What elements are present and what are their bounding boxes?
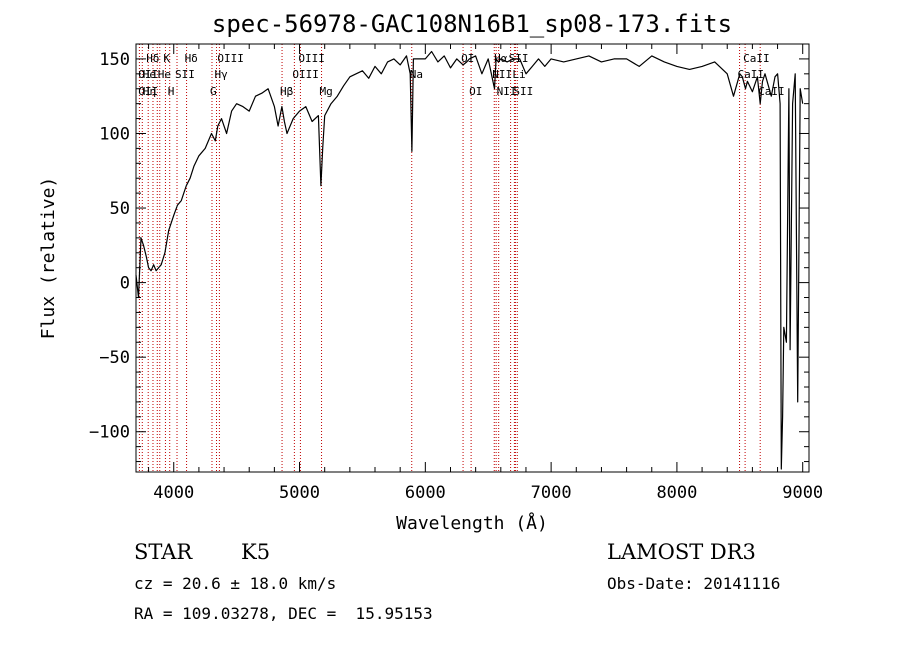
line-label: K: [163, 52, 170, 65]
line-label: H: [168, 85, 175, 98]
y-tick-label: 150: [99, 50, 130, 70]
coordinates-text: RA = 109.03278, DEC = 15.95153: [134, 604, 433, 623]
line-label: OIII: [217, 52, 244, 65]
redshift-text: cz = 20.6 ± 18.0 km/s: [134, 574, 337, 593]
line-label: CaII: [743, 52, 770, 65]
object-subclass: K5: [241, 540, 271, 564]
line-label: Mg: [320, 85, 333, 98]
x-tick-label: 4000: [153, 483, 194, 503]
y-tick-label: 100: [99, 124, 130, 144]
line-label: He: [158, 68, 171, 81]
chart-title: spec-56978-GAC108N16B1_sp08-173.fits: [212, 10, 732, 38]
line-label: G: [210, 85, 217, 98]
x-axis-label: Wavelength (Å): [396, 512, 548, 534]
line-label: CaII: [758, 85, 785, 98]
x-tick-label: 6000: [405, 483, 446, 503]
line-label: OIII: [298, 52, 325, 65]
line-label: SII: [509, 52, 529, 65]
line-label: Hδ: [185, 52, 198, 65]
line-label: SII: [513, 85, 533, 98]
line-label: Hα: [494, 52, 508, 65]
survey-name: LAMOST DR3: [607, 540, 756, 564]
line-label: Hγ: [215, 68, 229, 81]
line-label: Hβ: [280, 85, 294, 98]
line-label: OI: [461, 52, 474, 65]
line-label: OI: [469, 85, 482, 98]
x-tick-label: 8000: [656, 483, 697, 503]
line-label: SII: [175, 68, 195, 81]
x-tick-label: 7000: [531, 483, 572, 503]
line-label: NII: [492, 68, 512, 81]
line-markers: [138, 44, 761, 472]
y-tick-label: −100: [89, 423, 130, 443]
object-class: STAR: [134, 540, 193, 564]
y-axis-label: Flux (relative): [38, 177, 59, 340]
y-tick-label: −50: [99, 348, 130, 368]
line-label: OIII: [292, 68, 319, 81]
line-label: Li: [512, 68, 525, 81]
y-tick-label: 0: [120, 274, 130, 294]
obs-date-text: Obs-Date: 20141116: [607, 574, 781, 593]
line-label: CaII: [738, 68, 765, 81]
line-label: Hη: [143, 85, 156, 98]
line-label: He: [143, 68, 156, 81]
line-label: Hδ: [146, 52, 159, 65]
plot-frame: [135, 43, 810, 473]
y-tick-label: 50: [110, 199, 130, 219]
x-tick-label: 5000: [279, 483, 320, 503]
line-label: NII: [497, 85, 517, 98]
line-label: OII: [138, 85, 158, 98]
line-label: OII: [138, 68, 158, 81]
spectrum-line: [135, 50, 804, 470]
axis-ticks: 4000 5000 6000 7000 8000 9000 −100 −50 0 50 100 150: [89, 43, 823, 503]
x-tick-label: 9000: [782, 483, 823, 503]
series-group: [135, 50, 804, 470]
line-label: Na: [410, 68, 423, 81]
